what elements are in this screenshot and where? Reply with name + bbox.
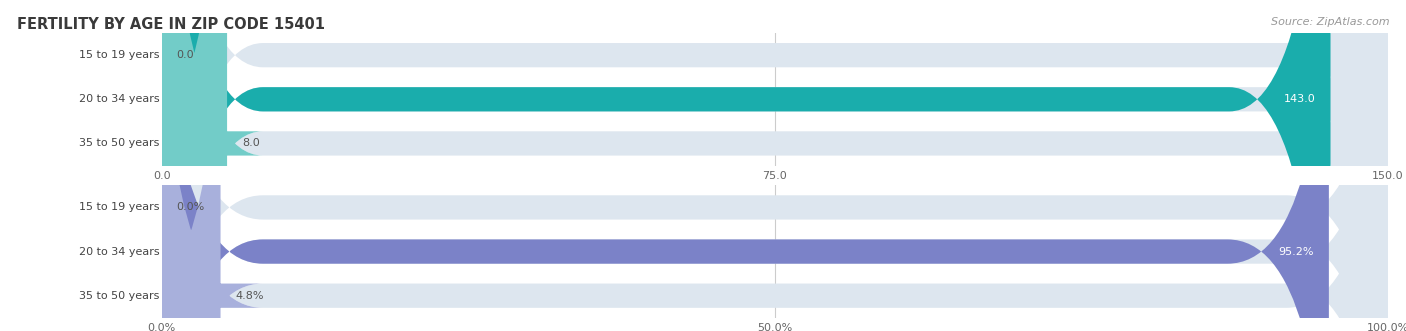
- Text: 35 to 50 years: 35 to 50 years: [79, 291, 159, 301]
- FancyBboxPatch shape: [162, 0, 1388, 331]
- Text: 0.0%: 0.0%: [176, 203, 205, 213]
- FancyBboxPatch shape: [162, 0, 1329, 331]
- FancyBboxPatch shape: [162, 0, 1388, 331]
- Text: 8.0: 8.0: [242, 138, 260, 148]
- FancyBboxPatch shape: [162, 0, 1388, 331]
- FancyBboxPatch shape: [120, 0, 263, 331]
- Text: 0.0: 0.0: [176, 50, 194, 60]
- Text: 20 to 34 years: 20 to 34 years: [79, 247, 159, 257]
- Text: FERTILITY BY AGE IN ZIP CODE 15401: FERTILITY BY AGE IN ZIP CODE 15401: [17, 17, 325, 31]
- Text: 4.8%: 4.8%: [235, 291, 264, 301]
- FancyBboxPatch shape: [162, 0, 1330, 331]
- Text: 35 to 50 years: 35 to 50 years: [79, 138, 159, 148]
- Text: Source: ZipAtlas.com: Source: ZipAtlas.com: [1271, 17, 1389, 26]
- Text: 95.2%: 95.2%: [1278, 247, 1315, 257]
- FancyBboxPatch shape: [162, 0, 1388, 331]
- Text: 15 to 19 years: 15 to 19 years: [79, 50, 159, 60]
- Text: 15 to 19 years: 15 to 19 years: [79, 203, 159, 213]
- Text: 143.0: 143.0: [1284, 94, 1316, 104]
- FancyBboxPatch shape: [162, 0, 1388, 331]
- FancyBboxPatch shape: [127, 0, 263, 331]
- Text: 20 to 34 years: 20 to 34 years: [79, 94, 159, 104]
- FancyBboxPatch shape: [162, 0, 1388, 331]
